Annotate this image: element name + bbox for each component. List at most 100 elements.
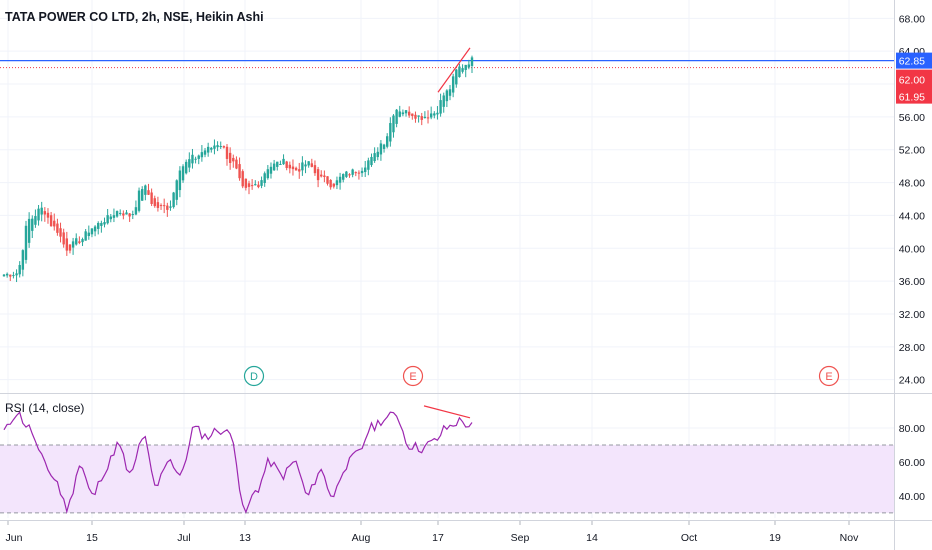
candle-body — [59, 228, 62, 237]
candle-body — [247, 183, 251, 187]
candle-body — [348, 174, 351, 176]
candle-body — [385, 136, 389, 147]
candle-body — [131, 214, 134, 216]
rsi-tick-label: 60.00 — [899, 457, 925, 469]
candle-body — [470, 57, 474, 66]
candle-body — [329, 180, 332, 188]
event-marker-d — [243, 365, 265, 387]
candle-body — [332, 183, 335, 187]
price-tick-label: 56.00 — [899, 112, 925, 124]
candle-body — [181, 166, 185, 181]
price-tag-blue-label: 62.85 — [899, 56, 925, 68]
candle-body — [436, 112, 439, 115]
time-tick-label: 13 — [239, 532, 251, 544]
candle-body — [323, 175, 326, 177]
candle-body — [65, 238, 69, 251]
time-tick-label: 17 — [432, 532, 444, 544]
rsi-band — [0, 444, 894, 513]
candle-body — [56, 223, 59, 233]
candle-body — [175, 180, 178, 200]
price-tick-label: 48.00 — [899, 178, 925, 190]
grid — [0, 0, 894, 518]
candle-body — [178, 170, 182, 191]
candle-body — [373, 153, 376, 162]
candle-body — [37, 208, 40, 221]
candle-body — [228, 152, 232, 163]
candle-body — [250, 185, 254, 187]
candle-body — [257, 184, 260, 188]
candle-body — [137, 190, 141, 211]
candle-body — [351, 169, 354, 175]
time-tick-label: 14 — [586, 532, 598, 544]
event-marker-label: E — [825, 371, 832, 383]
candle-body — [272, 163, 276, 171]
candle-body — [338, 176, 342, 183]
time-tick-label: Oct — [681, 532, 697, 544]
trend-line — [437, 47, 471, 93]
candle-body — [18, 265, 21, 275]
candle-body — [172, 192, 175, 208]
candle-body — [342, 174, 345, 180]
candle-body — [191, 154, 194, 164]
time-tick-label: 19 — [769, 532, 781, 544]
candle-body — [53, 220, 56, 227]
candle-body — [153, 198, 156, 207]
candle-body — [326, 176, 329, 184]
candle-body — [445, 90, 449, 102]
candle-body — [439, 100, 442, 114]
candle-body — [162, 205, 166, 207]
candle-body — [461, 68, 464, 72]
candlestick-series — [2, 55, 474, 283]
time-tick-label: Jul — [177, 532, 190, 544]
candle-body — [282, 158, 285, 165]
candle-body — [134, 207, 138, 215]
candle-body — [156, 202, 160, 208]
candle-body — [81, 239, 84, 243]
candle-body — [420, 116, 423, 120]
price-tick-label: 32.00 — [899, 309, 925, 321]
candle-body — [398, 111, 401, 117]
candle-body — [426, 117, 430, 119]
candle-body — [159, 205, 163, 207]
candle-body — [395, 109, 398, 124]
candle-body — [401, 112, 405, 115]
candle-body — [276, 161, 279, 167]
candle-body — [206, 146, 210, 153]
candle-body — [433, 113, 436, 116]
time-tick-label: 15 — [86, 532, 98, 544]
price-tick-label: 24.00 — [899, 375, 925, 387]
price-tick-label: 68.00 — [899, 13, 925, 25]
candle-body — [260, 180, 263, 186]
candle-body — [194, 158, 197, 160]
candle-body — [244, 178, 248, 188]
event-marker-e — [818, 365, 840, 387]
candle-body — [5, 273, 9, 276]
rsi-trend-line — [423, 405, 471, 419]
price-horizontal-lines — [0, 59, 894, 69]
chart-title: TATA POWER CO LTD, 2h, NSE, Heikin Ashi — [5, 10, 264, 24]
price-annotations — [437, 47, 471, 93]
candle-body — [12, 275, 15, 277]
candle-body — [357, 172, 361, 174]
rsi-tick-label: 40.00 — [899, 491, 925, 503]
candle-body — [115, 211, 119, 217]
candle-body — [93, 226, 97, 232]
candle-body — [279, 164, 282, 166]
candle-body — [2, 274, 6, 277]
candle-body — [407, 111, 411, 116]
candle-body — [49, 215, 53, 227]
candle-body — [291, 166, 295, 170]
candle-body — [197, 155, 200, 159]
candle-body — [128, 213, 131, 217]
rsi-line — [3, 411, 473, 514]
candle-body — [200, 152, 204, 158]
time-axis: Jun 15 Jul 13 Aug 17 Sep 14 Oct 19 Nov — [6, 521, 859, 544]
candle-body — [389, 123, 392, 142]
candle-body — [213, 145, 216, 149]
candle-body — [458, 66, 461, 78]
candle-body — [417, 115, 420, 117]
